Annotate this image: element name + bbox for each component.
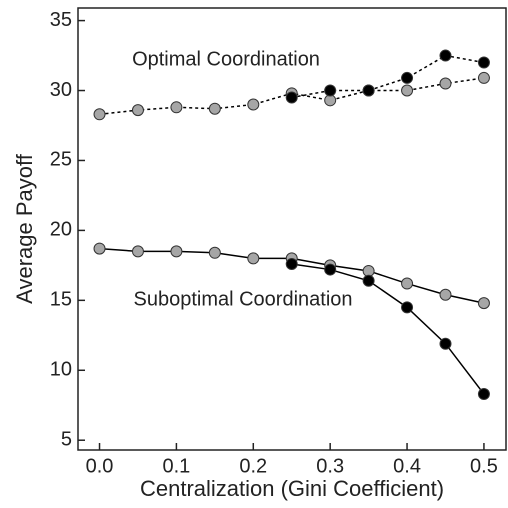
data-point (401, 84, 414, 97)
y-tick-label: 25 (50, 149, 72, 171)
x-tick-label: 0.5 (470, 455, 498, 477)
y-tick-label: 30 (50, 79, 72, 101)
series-line (291, 54, 485, 99)
annotation: Optimal Coordination (132, 48, 320, 70)
data-point (247, 98, 260, 111)
data-point (285, 257, 298, 270)
data-point (170, 101, 183, 114)
data-point (439, 77, 452, 90)
data-point (477, 297, 490, 310)
x-tick-label: 0.3 (316, 455, 344, 477)
y-tick-label: 15 (50, 289, 72, 311)
data-point (362, 84, 375, 97)
data-point (208, 102, 221, 115)
data-point (324, 263, 337, 276)
x-tick-label: 0.4 (393, 455, 421, 477)
data-point (170, 245, 183, 258)
data-point (477, 388, 490, 401)
x-tick-label: 0.1 (163, 455, 191, 477)
x-tick-label: 0.2 (239, 455, 267, 477)
data-point (477, 71, 490, 84)
x-tick-label: 0.0 (86, 455, 114, 477)
data-point (439, 288, 452, 301)
x-axis-label: Centralization (Gini Coefficient) (140, 476, 444, 501)
data-point (208, 246, 221, 259)
annotation: Suboptimal Coordination (133, 288, 352, 310)
data-point (131, 104, 144, 117)
data-point (285, 91, 298, 104)
data-point (93, 242, 106, 255)
data-point (439, 49, 452, 62)
data-point (247, 252, 260, 265)
y-tick-label: 35 (50, 9, 72, 31)
data-point (93, 108, 106, 121)
data-point (131, 245, 144, 258)
data-point (439, 337, 452, 350)
data-point (401, 71, 414, 84)
y-tick-label: 20 (50, 219, 72, 241)
data-point (401, 277, 414, 290)
y-tick-label: 5 (61, 428, 72, 450)
data-point (401, 301, 414, 314)
plot-frame (77, 7, 507, 451)
y-axis-label: Average Payoff (12, 153, 37, 304)
data-point (362, 274, 375, 287)
data-point (477, 56, 490, 69)
y-tick-label: 10 (50, 359, 72, 381)
data-point (324, 84, 337, 97)
series-line (291, 263, 485, 395)
